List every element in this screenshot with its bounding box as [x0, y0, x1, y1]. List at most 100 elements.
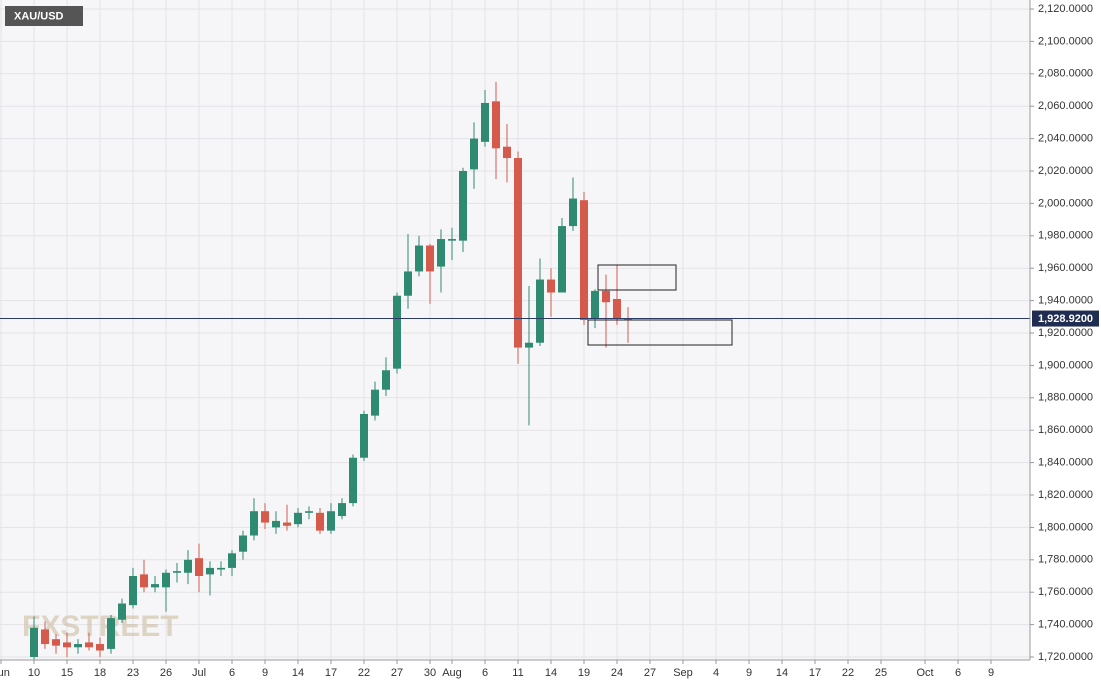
x-tick-label: 27: [391, 667, 403, 679]
candle-body: [437, 239, 445, 267]
candle-body: [415, 245, 423, 272]
candle-body: [239, 535, 247, 552]
x-tick-label: 14: [776, 667, 788, 679]
x-tick-label: 22: [842, 667, 854, 679]
candle-body: [30, 627, 38, 657]
x-tick-label: 9: [746, 667, 752, 679]
x-tick-label: 14: [292, 667, 304, 679]
x-tick-label: 30: [424, 667, 436, 679]
candle-body: [294, 512, 302, 525]
candle-body: [327, 511, 335, 531]
candle-body: [173, 571, 181, 573]
x-tick-label: 23: [127, 667, 139, 679]
y-tick-label: 2,000.0000: [1038, 197, 1093, 209]
candle-body: [195, 558, 203, 576]
x-tick-label: 15: [61, 667, 73, 679]
candle-body: [52, 639, 60, 646]
y-tick-label: 1,880.0000: [1038, 392, 1093, 404]
x-tick-label: 24: [611, 667, 623, 679]
x-tick-label: 9: [988, 667, 994, 679]
x-tick-label: 4: [713, 667, 719, 679]
candle-body: [569, 198, 577, 227]
candle-body: [591, 290, 599, 319]
candle-body: [118, 603, 126, 620]
candle-body: [393, 295, 401, 369]
candle-body: [547, 279, 555, 293]
candle-body: [228, 553, 236, 568]
candle-body: [371, 389, 379, 416]
last-price-badge: [1032, 310, 1099, 327]
candle-body: [74, 644, 82, 648]
y-tick-label: 2,100.0000: [1038, 35, 1093, 47]
last-price-label: 1,928.9200: [1038, 313, 1093, 325]
candle-body: [580, 200, 588, 321]
x-tick-label: 10: [28, 667, 40, 679]
candle-body: [107, 618, 115, 649]
candle-body: [316, 512, 324, 531]
candle-body: [613, 298, 621, 319]
candle-body: [481, 102, 489, 142]
candle-body: [63, 642, 71, 648]
candle-body: [140, 574, 148, 588]
x-tick-label: 17: [325, 667, 337, 679]
y-tick-label: 1,720.0000: [1038, 651, 1093, 663]
annotation-box: [597, 264, 677, 291]
candle-body: [217, 567, 225, 570]
candle-body: [459, 171, 467, 241]
candle-body: [448, 239, 456, 241]
candle-body: [206, 567, 214, 575]
candle-body: [525, 342, 533, 348]
y-tick-label: 1,740.0000: [1038, 619, 1093, 631]
symbol: XAU/USD: [14, 10, 64, 22]
x-tick-label: 6: [955, 667, 961, 679]
axes: 1,720.0000 1,740.0000 1,760.0000 1,780.0000…: [0, 3, 1099, 679]
y-tick-label: 1,940.0000: [1038, 295, 1093, 307]
y-tick-label: 2,120.0000: [1038, 3, 1093, 15]
x-tick-label: 14: [545, 667, 557, 679]
candle-body: [470, 138, 478, 170]
x-tick-label: 26: [160, 667, 172, 679]
candle-body: [492, 101, 500, 149]
y-tick-label: 1,980.0000: [1038, 230, 1093, 242]
y-tick-label: 2,060.0000: [1038, 100, 1093, 112]
y-tick-label: 1,780.0000: [1038, 554, 1093, 566]
y-tick-label: 2,020.0000: [1038, 165, 1093, 177]
candle-body: [96, 644, 104, 651]
candle-body: [404, 271, 412, 296]
y-tick-label: 1,920.0000: [1038, 327, 1093, 339]
candle-body: [261, 511, 269, 523]
candle-body: [184, 559, 192, 573]
candle-body: [536, 279, 544, 343]
x-tick-label: 18: [94, 667, 106, 679]
y-tick-label: 1,840.0000: [1038, 457, 1093, 469]
candle-body: [602, 290, 610, 303]
candle-body: [272, 520, 280, 528]
candle-body: [426, 245, 434, 272]
x-tick-label: 19: [578, 667, 590, 679]
x-tick-label: 25: [875, 667, 887, 679]
x-tick-label: 11: [512, 667, 523, 679]
x-tick-label: Sep: [673, 667, 693, 679]
candle-body: [503, 146, 511, 159]
x-tick-label: 27: [644, 667, 656, 679]
candle-body: [360, 414, 368, 458]
y-tick-label: 1,800.0000: [1038, 521, 1093, 533]
y-tick-label: 1,900.0000: [1038, 359, 1093, 371]
y-tick-label: 2,040.0000: [1038, 133, 1093, 145]
x-tick-label: Aug: [442, 667, 462, 679]
symbol-badge: [5, 6, 83, 26]
candle-body: [162, 572, 170, 588]
candle-body: [382, 370, 390, 390]
y-tick-label: 1,760.0000: [1038, 586, 1093, 598]
y-tick-label: 1,820.0000: [1038, 489, 1093, 501]
candle-body: [349, 457, 357, 504]
candle-body: [558, 226, 566, 293]
x-tick-label: 17: [809, 667, 821, 679]
candle-body: [250, 511, 258, 536]
x-tick-label: 22: [358, 667, 370, 679]
candle-body: [305, 511, 313, 513]
candles: [0, 81, 1030, 661]
x-tick-label: Jun: [0, 667, 10, 679]
candle-body: [283, 522, 291, 526]
